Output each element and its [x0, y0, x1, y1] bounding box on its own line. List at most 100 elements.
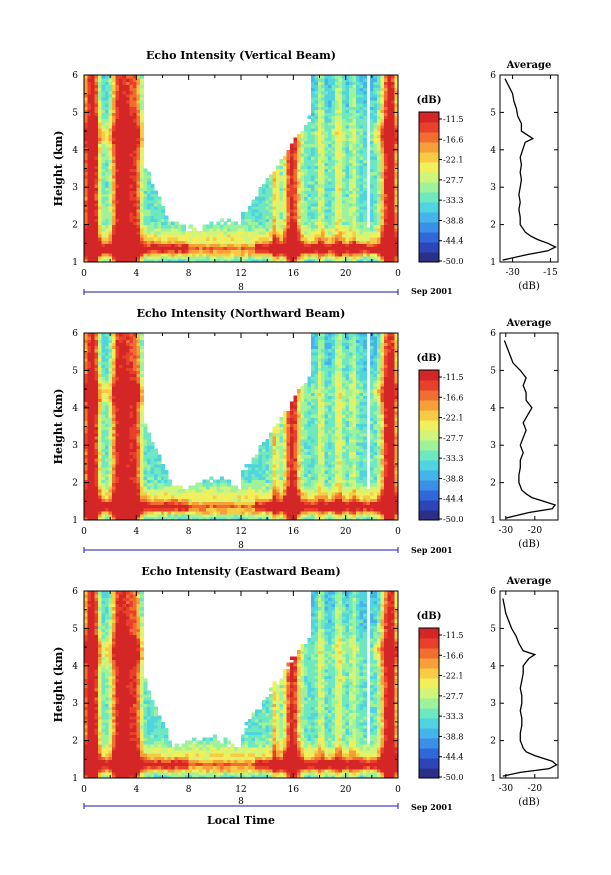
heatmap-cell	[342, 121, 347, 126]
heatmap-cell	[101, 112, 106, 117]
heatmap-cell	[160, 230, 165, 235]
heatmap-cell	[223, 233, 228, 238]
colorbar-tick-label: -33.3	[443, 196, 464, 205]
heatmap-cell	[391, 134, 396, 138]
heatmap-cell	[272, 237, 277, 241]
heatmap-cell	[349, 215, 354, 219]
heatmap-cell	[115, 345, 120, 350]
heatmap-cell	[115, 184, 120, 188]
heatmap-cell	[258, 202, 263, 207]
heatmap-cell	[384, 124, 389, 129]
heatmap-cell	[265, 221, 270, 226]
heatmap-cell	[185, 255, 190, 260]
heatmap-cell	[139, 233, 144, 238]
heatmap-cell	[115, 212, 120, 216]
heatmap-cell	[125, 435, 130, 440]
heatmap-cell	[84, 417, 89, 421]
heatmap-cell	[331, 255, 336, 260]
heatmap-cell	[331, 140, 336, 145]
heatmap-cell	[310, 237, 315, 241]
heatmap-cell	[111, 93, 116, 98]
heatmap-cell	[132, 180, 137, 185]
heatmap-cell	[289, 237, 294, 241]
heatmap-cell	[349, 224, 354, 229]
heatmap-cell	[115, 420, 120, 424]
heatmap-cell	[146, 196, 151, 201]
heatmap-cell	[178, 237, 183, 241]
heatmap-cell	[254, 205, 260, 210]
heatmap-cell	[394, 240, 399, 244]
heatmap-cell	[293, 252, 298, 257]
heatmap-cell	[118, 87, 123, 92]
heatmap-cell	[143, 221, 148, 226]
heatmap-cell	[111, 109, 116, 113]
heatmap-cell	[87, 364, 92, 368]
heatmap-cell	[125, 361, 130, 365]
heatmap-cell	[153, 243, 158, 248]
heatmap-cell	[321, 174, 326, 179]
heatmap-cell	[108, 243, 113, 248]
heatmap-cell	[296, 233, 301, 238]
heatmap-cell	[213, 227, 218, 232]
heatmap-cell	[300, 171, 305, 176]
heatmap-cell	[118, 345, 123, 350]
heatmap-cell	[373, 134, 378, 138]
heatmap-cell	[321, 199, 326, 204]
heatmap-cell	[391, 118, 396, 123]
heatmap-cell	[118, 336, 123, 340]
heatmap-cell	[136, 146, 141, 151]
heatmap-cell	[125, 339, 130, 343]
heatmap-cell	[153, 202, 158, 207]
heatmap-cell	[129, 218, 134, 223]
heatmap-cell	[167, 258, 172, 263]
heatmap-cell	[192, 233, 197, 238]
heatmap-cell	[338, 149, 343, 154]
heatmap-cell	[370, 124, 375, 129]
heatmap-cell	[314, 137, 319, 142]
heatmap-cell	[335, 184, 340, 188]
heatmap-cell	[314, 246, 319, 251]
heatmap-cell	[352, 115, 357, 120]
heatmap-cell	[101, 78, 106, 82]
heatmap-cell	[373, 103, 378, 107]
heatmap-cell	[146, 255, 151, 260]
heatmap-cell	[132, 420, 137, 424]
heatmap-cell	[108, 159, 113, 163]
heatmap-cell	[314, 177, 319, 182]
heatmap-cell	[101, 351, 106, 356]
heatmap-cell	[241, 240, 246, 244]
heatmap-cell	[132, 438, 137, 443]
heatmap-cell	[230, 240, 235, 244]
heatmap-cell	[178, 227, 183, 232]
heatmap-cell	[87, 485, 92, 490]
heatmap-cell	[122, 373, 127, 378]
heatmap-cell	[384, 230, 389, 235]
heatmap-cell	[370, 109, 375, 113]
heatmap-cell	[108, 401, 113, 406]
heatmap-cell	[384, 84, 389, 89]
heatmap-cell	[118, 215, 123, 219]
heatmap-cell	[352, 140, 357, 145]
heatmap-cell	[90, 193, 96, 198]
heatmap-cell	[97, 432, 103, 437]
heatmap-cell	[118, 516, 123, 521]
heatmap-cell	[90, 361, 96, 365]
heatmap-cell	[125, 395, 130, 400]
heatmap-cell	[122, 190, 127, 195]
heatmap-cell	[122, 230, 127, 235]
heatmap-cell	[129, 407, 134, 412]
heatmap-cell	[90, 90, 96, 95]
heatmap-cell	[129, 342, 134, 347]
heatmap-cell	[377, 112, 382, 117]
heatmap-cell	[359, 81, 364, 85]
heatmap-cell	[391, 159, 396, 163]
heatmap-cell	[321, 140, 326, 145]
heatmap-cell	[331, 190, 336, 195]
heatmap-cell	[87, 258, 92, 263]
heatmap-cell	[94, 507, 99, 512]
heatmap-cell	[111, 432, 116, 437]
heatmap-cell	[352, 240, 357, 244]
heatmap-cell	[136, 442, 141, 446]
heatmap-cell	[125, 168, 130, 173]
heatmap-cell	[90, 470, 96, 474]
